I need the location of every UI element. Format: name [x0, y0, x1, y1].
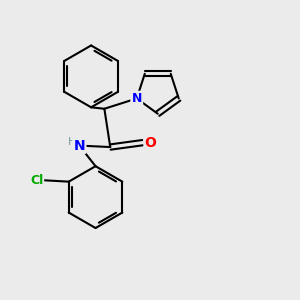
- Text: H: H: [68, 137, 76, 147]
- Text: N: N: [74, 139, 85, 153]
- Text: N: N: [132, 92, 142, 105]
- Text: O: O: [144, 136, 156, 150]
- Text: Cl: Cl: [30, 174, 44, 187]
